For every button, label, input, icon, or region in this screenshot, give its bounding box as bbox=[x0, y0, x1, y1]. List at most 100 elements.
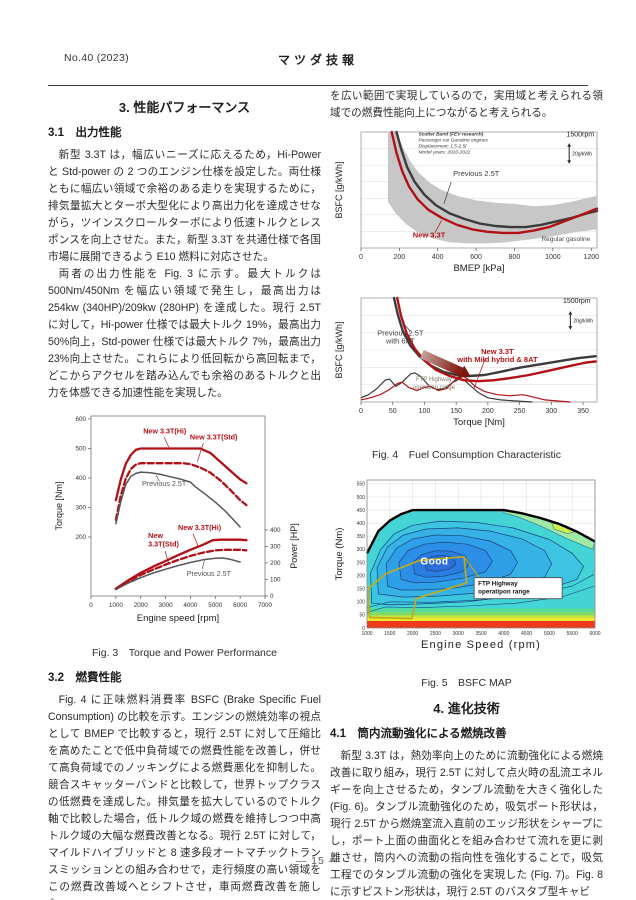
svg-text:100: 100 bbox=[418, 408, 430, 415]
svg-text:200: 200 bbox=[75, 534, 86, 541]
svg-text:Previous 2.5T: Previous 2.5T bbox=[141, 479, 186, 488]
svg-text:Torque [Nm]: Torque [Nm] bbox=[54, 481, 64, 530]
left-column: 3. 性能パフォーマンス 3.1 出力性能 新型 3.3T は，幅広いニーズに応… bbox=[48, 93, 321, 900]
svg-text:Power [HP]: Power [HP] bbox=[289, 523, 299, 569]
svg-text:5000: 5000 bbox=[208, 602, 223, 609]
svg-text:500: 500 bbox=[356, 495, 365, 501]
svg-text:200: 200 bbox=[482, 408, 494, 415]
svg-text:BMEP [kPa]: BMEP [kPa] bbox=[453, 263, 504, 274]
svg-text:400: 400 bbox=[431, 254, 443, 261]
footer-page-number: ― 15 ― bbox=[295, 855, 341, 867]
svg-text:1000: 1000 bbox=[108, 602, 123, 609]
svg-text:800: 800 bbox=[508, 254, 520, 261]
svg-text:500: 500 bbox=[75, 445, 86, 452]
svg-text:50: 50 bbox=[388, 408, 396, 415]
header-issue: No.40 (2023) bbox=[64, 52, 129, 64]
svg-text:Previous 2.5T: Previous 2.5T bbox=[186, 569, 231, 578]
section4-heading: 4. 進化技術 bbox=[433, 701, 500, 716]
svg-text:100: 100 bbox=[356, 600, 365, 606]
svg-text:with 6AT: with 6AT bbox=[385, 336, 415, 345]
fig5-figure: FTP Highway operatipon range Good 1000 150 0 2… bbox=[330, 472, 603, 692]
svg-text:0: 0 bbox=[270, 593, 274, 600]
fig4b-chart: 0 50 100 150 200 250 300 350 Torque [Nm] BSFC [g/… bbox=[330, 292, 603, 446]
fig4a-canvas: 0 200 400 600 800 1000 1200 BMEP [kPa] BSFC [g/k… bbox=[334, 130, 599, 274]
svg-text:0: 0 bbox=[359, 408, 363, 415]
fig5-caption: Fig. 5 BSFC MAP bbox=[421, 677, 512, 689]
header-journal-title: マツダ技報 bbox=[277, 53, 358, 67]
right-column: を広い範囲で実現しているので，実用域と考えられる領域での燃費性能向上につながると… bbox=[330, 88, 603, 900]
fig3-caption: Fig. 3 Torque and Power Performance bbox=[91, 647, 277, 659]
svg-text:20g/kWh: 20g/kWh bbox=[573, 318, 593, 324]
svg-text:1500rpm: 1500rpm bbox=[566, 132, 594, 139]
svg-text:20g/kWh: 20g/kWh bbox=[572, 151, 592, 157]
svg-text:2000: 2000 bbox=[133, 602, 148, 609]
fig4-figure: 0 200 400 600 800 1000 1200 BMEP [kPa] BSFC [g/k… bbox=[330, 126, 603, 464]
svg-text:Good: Good bbox=[420, 556, 448, 567]
svg-text:Displacement: 1.5-2.5l: Displacement: 1.5-2.5l bbox=[418, 143, 467, 149]
svg-text:Scatter Band (FEV research): Scatter Band (FEV research) bbox=[418, 131, 483, 137]
svg-text:0: 0 bbox=[89, 602, 93, 609]
svg-text:150: 150 bbox=[356, 587, 365, 593]
paragraph-output-2: 両者の出力性能を Fig. 3 に示す。最大トルクは 500Nm/450Nm を… bbox=[48, 268, 321, 399]
fig5-chart: FTP Highway operatipon range Good 1000 150 0 2… bbox=[330, 472, 603, 674]
svg-text:2500: 2500 bbox=[429, 631, 440, 637]
svg-text:350: 350 bbox=[356, 534, 365, 540]
svg-text:150: 150 bbox=[450, 408, 462, 415]
svg-text:0: 0 bbox=[362, 626, 365, 632]
fig3-chart: 0 1000 2000 3000 4000 5000 6000 7000 200 300 400 50… bbox=[48, 406, 321, 644]
svg-text:400: 400 bbox=[356, 521, 365, 527]
svg-text:250: 250 bbox=[513, 408, 525, 415]
svg-text:5500: 5500 bbox=[566, 631, 577, 637]
svg-text:0: 0 bbox=[359, 254, 363, 261]
svg-text:New 3.3T(Std): New 3.3T(Std) bbox=[189, 432, 237, 441]
section3-heading: 3. 性能パフォーマンス bbox=[118, 100, 251, 115]
svg-text:300: 300 bbox=[75, 504, 86, 511]
svg-text:New 3.3T(Hi): New 3.3T(Hi) bbox=[178, 523, 222, 532]
svg-text:1000: 1000 bbox=[545, 254, 561, 261]
svg-text:50: 50 bbox=[359, 613, 365, 619]
svg-text:BSFC [g/kWh]: BSFC [g/kWh] bbox=[334, 161, 344, 218]
svg-text:450: 450 bbox=[356, 508, 365, 514]
svg-text:Previous 2.5T: Previous 2.5T bbox=[453, 169, 500, 178]
svg-text:New 3.3T: New 3.3T bbox=[481, 347, 514, 356]
svg-text:Torque [Nm]: Torque [Nm] bbox=[453, 417, 505, 428]
svg-text:1200: 1200 bbox=[583, 254, 599, 261]
svg-text:FTP Highway: FTP Highway bbox=[478, 581, 518, 588]
svg-text:600: 600 bbox=[470, 254, 482, 261]
svg-text:New: New bbox=[148, 531, 163, 540]
svg-text:300: 300 bbox=[270, 543, 281, 550]
svg-text:400: 400 bbox=[270, 527, 281, 534]
svg-text:2000: 2000 bbox=[407, 631, 418, 637]
svg-text:Previous 2.5T: Previous 2.5T bbox=[377, 328, 424, 337]
svg-text:3500: 3500 bbox=[475, 631, 486, 637]
svg-text:Model years: 2010-2022: Model years: 2010-2022 bbox=[418, 149, 470, 155]
paragraph-fuel-continued: を広い範囲で実現しているので，実用域と考えられる領域での燃費性能向上につながると… bbox=[330, 90, 603, 119]
svg-text:1500rpm: 1500rpm bbox=[563, 298, 591, 305]
svg-text:operatipon range: operatipon range bbox=[478, 589, 530, 596]
svg-text:BSFC [g/kWh]: BSFC [g/kWh] bbox=[334, 321, 344, 378]
svg-text:350: 350 bbox=[577, 408, 589, 415]
svg-text:Engine speed [rpm]: Engine speed [rpm] bbox=[136, 613, 218, 624]
svg-text:Passenger car Gasoline engines: Passenger car Gasoline engines bbox=[418, 137, 488, 143]
fig4a-chart: 0 200 400 600 800 1000 1200 BMEP [kPa] BSFC [g/k… bbox=[330, 126, 603, 292]
svg-text:FTP Highway: FTP Highway bbox=[416, 377, 452, 383]
header-rule bbox=[48, 85, 588, 86]
svg-text:4000: 4000 bbox=[183, 602, 198, 609]
fig3-canvas: 0 1000 2000 3000 4000 5000 6000 700020030040050… bbox=[54, 415, 299, 624]
svg-text:3000: 3000 bbox=[158, 602, 173, 609]
svg-text:300: 300 bbox=[545, 408, 557, 415]
svg-text:300: 300 bbox=[356, 547, 365, 553]
svg-text:6000: 6000 bbox=[589, 631, 600, 637]
fig4b-canvas: 0 50 100 150 200 250 300 350 Torque [Nm] BSFC [g/… bbox=[334, 296, 597, 428]
svg-text:New 3.3T: New 3.3T bbox=[412, 231, 445, 240]
svg-text:200: 200 bbox=[393, 254, 405, 261]
svg-text:operation range: operation range bbox=[412, 385, 455, 391]
svg-text:1000: 1000 bbox=[361, 631, 372, 637]
svg-text:100: 100 bbox=[270, 576, 281, 583]
svg-text:400: 400 bbox=[75, 475, 86, 482]
svg-text:250: 250 bbox=[356, 560, 365, 566]
svg-text:600: 600 bbox=[75, 416, 86, 423]
subsection-3-1-heading: 3.1 出力性能 bbox=[48, 127, 122, 139]
